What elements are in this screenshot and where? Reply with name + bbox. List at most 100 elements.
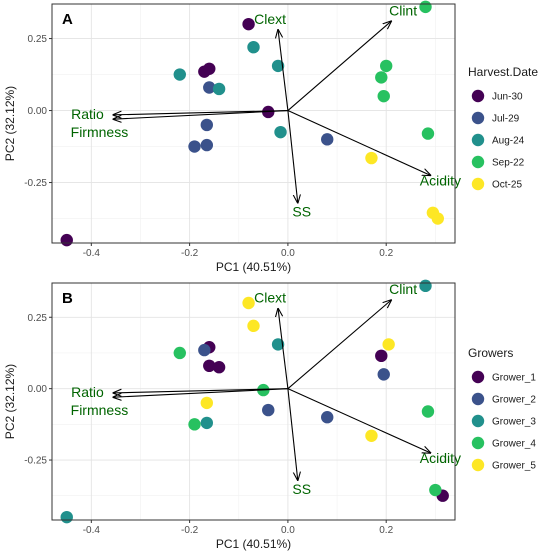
loading-label-ratio: Ratio <box>71 384 104 400</box>
data-point-aug-24 <box>271 59 285 73</box>
data-point-jul-29 <box>321 133 334 146</box>
legend-key-sep-22 <box>471 155 485 169</box>
loading-label-firmness: Firmness <box>71 402 129 418</box>
data-point-aug-24 <box>212 82 226 96</box>
data-point-sep-22 <box>375 71 388 84</box>
panel-b: -0.4 -0.2 0.0 0.2 0.25 0.00 -0.25 Clint Clext Rat… <box>3 279 536 551</box>
legend-key-jun-30 <box>471 89 485 103</box>
loading-label-clint: Clint <box>389 2 417 18</box>
legend-title: Growers <box>468 346 513 360</box>
legend-label: Grower_1 <box>492 373 536 384</box>
y-tick-label: 0.25 <box>28 313 48 324</box>
loading-arrow-firmness <box>113 388 288 398</box>
data-point-grower-2 <box>198 343 211 357</box>
data-point-grower-4 <box>429 483 442 497</box>
legend-label: Jul-29 <box>492 114 520 125</box>
data-point-grower-1 <box>203 359 216 373</box>
data-point-grower-3 <box>271 338 285 351</box>
data-point-grower-4 <box>188 418 201 431</box>
loading-arrow-clint <box>287 21 391 111</box>
y-axis-title: PC2 (32.12%) <box>3 86 17 161</box>
data-point-grower-5 <box>247 319 260 333</box>
loading-label-ss: SS <box>292 204 311 220</box>
data-point-jul-29 <box>203 81 216 94</box>
legend-key-grower-1 <box>471 370 485 384</box>
data-point-sep-22 <box>379 59 393 73</box>
data-point-aug-24 <box>247 40 260 54</box>
legend-label: Jun-30 <box>492 92 523 103</box>
loading-arrow-clext <box>278 30 289 111</box>
data-point-grower-3 <box>60 510 73 524</box>
legend-key-oct-25 <box>471 177 485 191</box>
data-point-sep-22 <box>421 127 435 140</box>
data-point-grower-2 <box>262 403 275 417</box>
data-point-jun-30 <box>60 233 73 247</box>
data-point-grower-1 <box>212 361 226 374</box>
loading-arrow-clint <box>287 300 391 390</box>
x-tick-label: -0.4 <box>83 525 101 536</box>
y-tick-label: -0.25 <box>24 456 47 467</box>
loading-label-acidity: Acidity <box>420 450 461 466</box>
data-point-jul-29 <box>200 138 214 152</box>
panel-tag: A <box>62 11 73 28</box>
loading-label-clint: Clint <box>389 281 417 297</box>
legend-title: Harvest.Date <box>468 65 538 79</box>
y-tick-label: -0.25 <box>24 178 47 189</box>
x-tick-label: 0.2 <box>379 525 393 536</box>
data-point-grower-4 <box>173 346 186 360</box>
legend-key-jul-29 <box>471 111 485 125</box>
loading-arrow-ss <box>287 110 298 203</box>
data-point-oct-25 <box>365 151 378 165</box>
x-tick-label: -0.4 <box>83 248 101 259</box>
data-point-aug-24 <box>274 125 287 139</box>
loading-label-acidity: Acidity <box>420 172 461 188</box>
x-tick-label: -0.2 <box>181 525 199 536</box>
loading-arrow-ratio <box>113 388 288 393</box>
y-tick-label: 0.00 <box>28 106 48 117</box>
legend-label: Aug-24 <box>492 136 525 147</box>
legend-key-grower-3 <box>471 414 485 428</box>
x-axis-title: PC1 (40.51%) <box>216 537 291 551</box>
data-point-grower-5 <box>242 296 255 310</box>
data-point-sep-22 <box>419 0 432 14</box>
loading-arrow-acidity <box>287 110 431 176</box>
data-point-grower-3 <box>200 416 214 430</box>
y-axis-title: PC2 (32.12%) <box>3 364 17 439</box>
loading-arrow-acidity <box>287 388 431 453</box>
legend-label: Sep-22 <box>492 158 525 169</box>
loading-label-firmness: Firmness <box>71 124 129 140</box>
data-point-jun-30 <box>203 62 216 75</box>
loading-label-ss: SS <box>292 481 311 497</box>
data-point-grower-1 <box>375 349 388 363</box>
x-tick-label: 0.2 <box>379 248 393 259</box>
data-point-grower-2 <box>377 368 390 381</box>
plot-frame <box>51 3 456 244</box>
panel-tag: B <box>62 290 73 307</box>
data-point-sep-22 <box>377 89 390 103</box>
loading-arrow-ss <box>287 388 298 480</box>
x-axis-title: PC1 (40.51%) <box>216 260 291 274</box>
data-point-grower-5 <box>365 429 378 442</box>
loading-arrow-firmness <box>113 109 288 120</box>
x-tick-label: 0.0 <box>281 525 295 536</box>
loading-label-clext: Clext <box>254 11 286 27</box>
data-point-grower-5 <box>200 396 214 410</box>
legend-label: Oct-25 <box>492 180 522 191</box>
legend-key-grower-4 <box>471 436 485 450</box>
panel-a: -0.4 -0.2 0.0 0.2 0.25 0.00 -0.25 Clint Clext Rat… <box>3 0 538 274</box>
loading-arrow-ratio <box>113 109 288 115</box>
legend-label: Grower_3 <box>492 417 536 428</box>
data-point-jul-29 <box>200 118 214 132</box>
loading-label-ratio: Ratio <box>71 106 104 122</box>
legend-label: Grower_4 <box>492 439 536 450</box>
data-point-oct-25 <box>431 212 444 225</box>
data-point-grower-4 <box>421 405 435 418</box>
data-point-jun-30 <box>242 17 255 31</box>
loading-label-clext: Clext <box>254 290 286 306</box>
y-tick-label: 0.00 <box>28 384 48 395</box>
x-tick-label: 0.0 <box>281 248 295 259</box>
legend-label: Grower_2 <box>492 395 536 406</box>
data-point-aug-24 <box>173 68 186 81</box>
